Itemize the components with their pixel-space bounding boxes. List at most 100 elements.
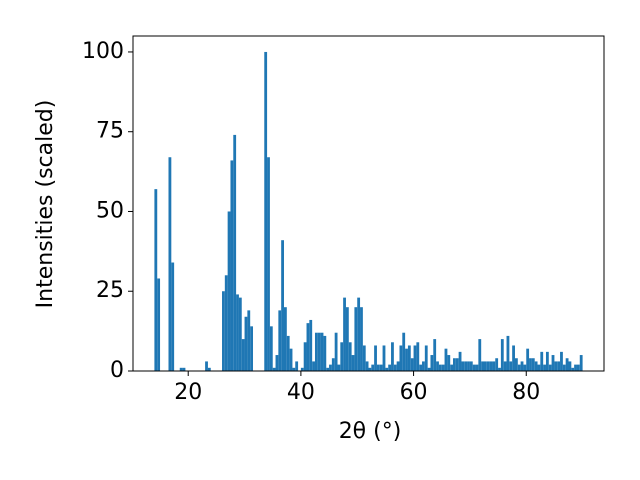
bar xyxy=(467,361,470,371)
bar xyxy=(371,364,375,371)
bar xyxy=(230,160,234,371)
bar xyxy=(306,323,310,371)
bar xyxy=(568,361,572,371)
plot-frame xyxy=(132,35,605,372)
bar xyxy=(376,364,380,371)
bar xyxy=(289,348,293,371)
bar xyxy=(227,211,231,371)
bar xyxy=(557,361,561,371)
bar xyxy=(323,335,327,371)
bar xyxy=(503,361,507,371)
bar xyxy=(565,358,569,371)
bar xyxy=(179,367,183,371)
bar xyxy=(405,348,408,371)
bar xyxy=(286,335,290,371)
bar xyxy=(458,351,462,371)
bar xyxy=(267,157,270,371)
y-tick-label: 50 xyxy=(96,198,124,223)
bar xyxy=(464,361,468,371)
bar xyxy=(326,367,330,371)
bar xyxy=(534,361,538,371)
bar xyxy=(427,367,431,371)
bar xyxy=(531,358,535,371)
bar xyxy=(576,364,580,371)
bar xyxy=(481,361,484,371)
bar xyxy=(396,361,400,371)
bar xyxy=(329,364,332,371)
bar xyxy=(269,326,273,371)
bar xyxy=(292,367,296,371)
bar xyxy=(393,364,397,371)
bar xyxy=(520,361,524,371)
bar xyxy=(551,355,555,371)
y-tick-label: 25 xyxy=(96,278,124,303)
bar xyxy=(514,358,518,371)
bar xyxy=(579,355,583,371)
bar xyxy=(433,339,437,371)
bar xyxy=(362,345,366,371)
bar xyxy=(447,355,451,371)
bar xyxy=(365,361,369,371)
y-tick-label: 0 xyxy=(110,358,124,383)
bar xyxy=(455,358,459,371)
bar xyxy=(283,307,287,371)
bar xyxy=(275,355,279,371)
bar xyxy=(281,240,284,371)
bar xyxy=(422,361,425,371)
bar xyxy=(562,364,566,371)
bar xyxy=(478,339,482,371)
bar xyxy=(489,361,493,371)
bar xyxy=(560,351,563,371)
bar xyxy=(205,361,208,371)
bar xyxy=(340,342,344,371)
bar xyxy=(399,345,403,371)
bar xyxy=(171,262,175,371)
bar xyxy=(182,367,186,371)
bar xyxy=(374,345,377,371)
bar xyxy=(207,367,211,371)
bar xyxy=(314,332,318,371)
bar xyxy=(295,361,299,371)
bar xyxy=(309,319,313,371)
bar xyxy=(441,364,445,371)
bar xyxy=(357,297,361,371)
bar xyxy=(244,316,248,371)
bar xyxy=(236,294,239,371)
y-axis-label: Intensities (scaled) xyxy=(33,100,58,309)
bar xyxy=(157,278,161,371)
bar xyxy=(523,364,527,371)
bar xyxy=(385,367,389,371)
bar xyxy=(461,361,465,371)
bar xyxy=(264,51,268,371)
bar xyxy=(506,335,510,371)
bar xyxy=(517,364,521,371)
bar xyxy=(529,358,532,371)
bar xyxy=(436,361,439,371)
bar xyxy=(500,339,504,371)
bar xyxy=(331,358,335,371)
bar xyxy=(483,361,487,371)
bar xyxy=(537,364,541,371)
bar xyxy=(430,355,434,371)
bar xyxy=(402,332,406,371)
bar xyxy=(450,364,454,371)
bar xyxy=(351,355,355,371)
x-tick-label: 60 xyxy=(400,380,428,405)
bar xyxy=(222,291,225,371)
bar xyxy=(317,332,321,371)
bar xyxy=(379,364,383,371)
x-tick-label: 20 xyxy=(174,380,202,405)
bar xyxy=(410,358,414,371)
bar xyxy=(238,297,242,371)
bar xyxy=(354,307,358,371)
bar xyxy=(334,332,338,371)
bar xyxy=(168,157,172,371)
bar xyxy=(453,358,456,371)
bar xyxy=(368,367,372,371)
bar xyxy=(241,339,245,371)
bar xyxy=(382,345,386,371)
bar xyxy=(554,361,558,371)
bar xyxy=(345,307,349,371)
bar xyxy=(543,364,546,371)
